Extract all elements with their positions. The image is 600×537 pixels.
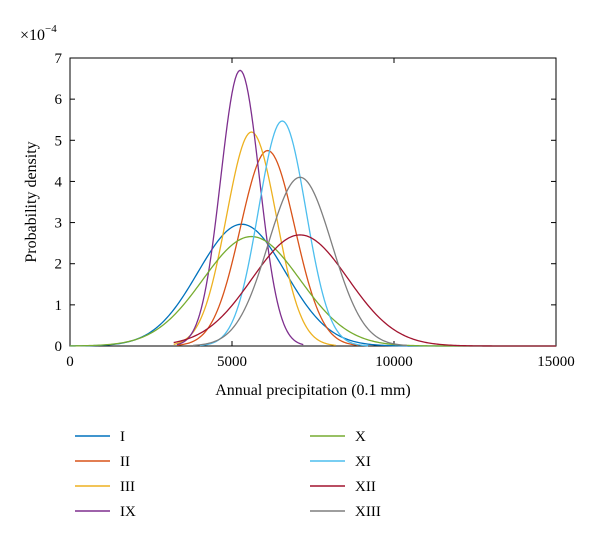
legend-label-ix: IX — [120, 504, 136, 520]
series-line-xi — [199, 120, 369, 347]
y-tick-label: 1 — [55, 298, 63, 314]
x-tick-label: 5000 — [217, 354, 247, 370]
ticks: 0 5000 10000 15000 0 1 2 3 4 5 6 7 — [55, 51, 575, 370]
legend-label-x: X — [355, 429, 366, 445]
series-group — [69, 69, 556, 347]
y-tick-label: 4 — [55, 174, 63, 190]
series-line-xii — [173, 234, 556, 347]
y-tick-label: 5 — [55, 133, 63, 149]
x-tick-label: 10000 — [375, 354, 413, 370]
legend-label-xi: XI — [355, 454, 371, 470]
y-tick-label: 0 — [55, 339, 63, 355]
x-tick-label: 15000 — [537, 354, 575, 370]
y-tick-label: 2 — [55, 257, 63, 273]
y-tick-label: 7 — [55, 51, 63, 67]
legend-label-iii: III — [120, 479, 135, 495]
x-axis-label: Annual precipitation (0.1 mm) — [215, 382, 411, 399]
y-tick-label: 3 — [55, 216, 63, 232]
y-multiplier: ×10−4 — [20, 23, 57, 44]
y-axis-label: Probability density — [23, 141, 40, 262]
y-tick-label: 6 — [55, 92, 63, 108]
legend-label-i: I — [120, 429, 125, 445]
series-line-ix — [176, 69, 304, 346]
plot-area — [69, 57, 557, 347]
legend-label-xii: XII — [355, 479, 376, 495]
series-line-xiii — [193, 176, 408, 347]
legend-label-ii: II — [120, 454, 130, 470]
legend-label-xiii: XIII — [355, 504, 381, 520]
x-tick-label: 0 — [66, 354, 74, 370]
